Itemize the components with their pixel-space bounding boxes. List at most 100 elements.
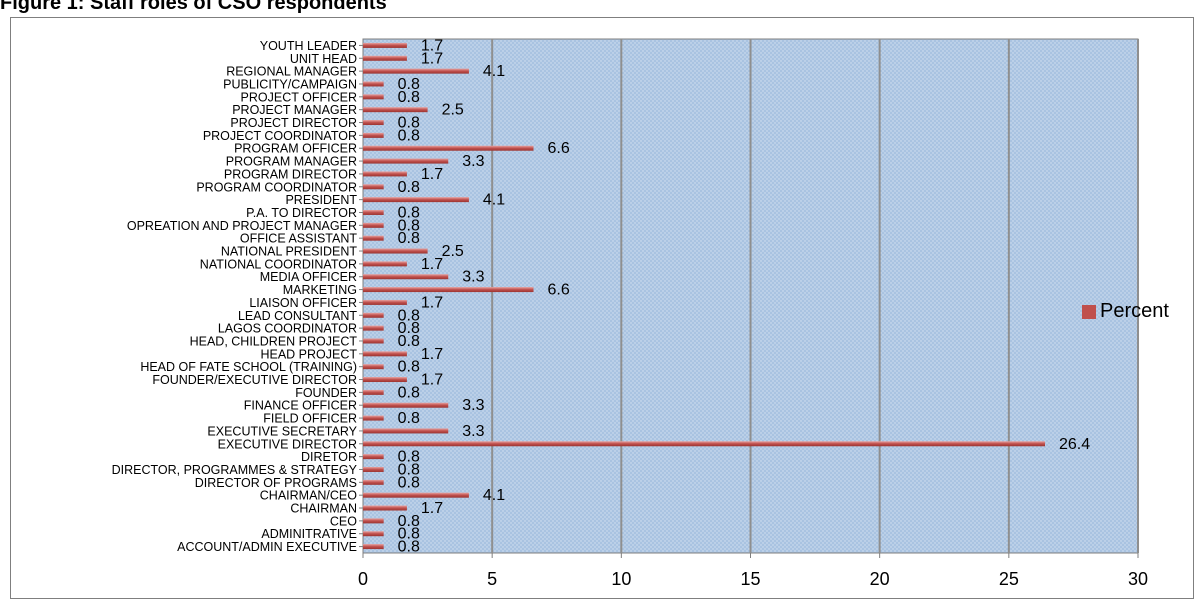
category-label: LIAISON OFFICER bbox=[249, 296, 357, 310]
x-tick-label: 30 bbox=[1128, 569, 1148, 589]
bar bbox=[363, 81, 384, 87]
category-label: UNIT HEAD bbox=[290, 52, 357, 66]
x-tick-label: 15 bbox=[740, 569, 760, 589]
value-label: 1.7 bbox=[421, 256, 443, 273]
bar bbox=[363, 235, 384, 241]
bar bbox=[363, 120, 384, 126]
value-label: 4.1 bbox=[483, 192, 505, 209]
value-label: 1.7 bbox=[421, 166, 443, 183]
value-label: 0.8 bbox=[398, 384, 420, 401]
value-label: 0.8 bbox=[398, 230, 420, 247]
bar bbox=[363, 222, 384, 228]
category-label: HEAD, CHILDREN PROJECT bbox=[190, 334, 358, 348]
x-tick-label: 0 bbox=[358, 569, 368, 589]
value-label: 0.8 bbox=[398, 333, 420, 350]
legend-label: Percent bbox=[1100, 300, 1169, 322]
category-label: P.A. TO DIRECTOR bbox=[246, 206, 357, 220]
x-tick-label: 25 bbox=[999, 569, 1019, 589]
category-label: HEAD OF FATE SCHOOL (TRAINING) bbox=[140, 360, 357, 374]
category-label: ADMINITRATIVE bbox=[261, 527, 357, 541]
value-label: 1.7 bbox=[421, 346, 443, 363]
bars bbox=[363, 42, 1045, 550]
category-label: PROGRAM MANAGER bbox=[226, 155, 357, 169]
bar bbox=[363, 441, 1045, 447]
legend-swatch bbox=[1082, 304, 1096, 319]
value-label: 3.3 bbox=[462, 423, 484, 440]
category-label: PROJECT MANAGER bbox=[232, 103, 357, 117]
value-label: 3.3 bbox=[462, 153, 484, 170]
value-label: 0.8 bbox=[398, 474, 420, 491]
bar bbox=[363, 107, 428, 113]
category-label: DIRECTOR OF PROGRAMS bbox=[195, 476, 357, 490]
category-label: REGIONAL MANAGER bbox=[226, 65, 357, 79]
value-label: 26.4 bbox=[1059, 436, 1090, 453]
bar bbox=[363, 492, 469, 498]
bar bbox=[363, 415, 384, 421]
category-label: PUBLICITY/CAMPAIGN bbox=[223, 77, 357, 91]
bar bbox=[363, 518, 384, 524]
chart-frame bbox=[10, 17, 1194, 599]
category-label: ACCOUNT/ADMIN EXECUTIVE bbox=[177, 540, 357, 554]
value-label: 0.8 bbox=[398, 204, 420, 221]
value-label: 1.7 bbox=[421, 294, 443, 311]
category-label: PROGRAM OFFICER bbox=[234, 142, 357, 156]
bar bbox=[363, 287, 534, 293]
category-label: FIELD OFFICER bbox=[263, 412, 357, 426]
value-label: 1.7 bbox=[421, 372, 443, 389]
value-label: 0.8 bbox=[398, 513, 420, 530]
bar bbox=[363, 197, 469, 203]
category-label: CHAIRMAN bbox=[290, 502, 357, 516]
x-tick-label: 10 bbox=[611, 569, 631, 589]
bar bbox=[363, 428, 449, 434]
legend: Percent bbox=[1082, 300, 1169, 323]
category-label: FINANCE OFFICER bbox=[244, 399, 357, 413]
value-label: 4.1 bbox=[483, 487, 505, 504]
value-label: 0.8 bbox=[398, 217, 420, 234]
bar bbox=[363, 505, 407, 511]
value-label: 3.3 bbox=[462, 397, 484, 414]
bar bbox=[363, 338, 384, 344]
bar bbox=[363, 351, 407, 357]
value-labels: 0.80.80.81.74.10.80.80.826.43.30.83.30.8… bbox=[398, 37, 1091, 555]
value-label: 1.7 bbox=[421, 37, 443, 54]
bar bbox=[363, 544, 384, 550]
bar bbox=[363, 454, 384, 460]
category-labels: ACCOUNT/ADMIN EXECUTIVEADMINITRATIVECEOC… bbox=[112, 39, 363, 554]
bar bbox=[363, 312, 384, 318]
category-label: OPREATION AND PROJECT MANAGER bbox=[127, 219, 357, 233]
value-label: 0.8 bbox=[398, 359, 420, 376]
value-label: 2.5 bbox=[442, 102, 464, 119]
bar bbox=[363, 274, 449, 280]
value-label: 3.3 bbox=[462, 269, 484, 286]
value-label: 6.6 bbox=[548, 282, 570, 299]
category-label: OFFICE ASSISTANT bbox=[240, 232, 358, 246]
bar bbox=[363, 325, 384, 331]
bar bbox=[363, 402, 449, 408]
category-label: CHAIRMAN/CEO bbox=[260, 489, 358, 503]
bar bbox=[363, 248, 428, 254]
value-label: 4.1 bbox=[483, 63, 505, 80]
x-axis-ticks: 0 5 10 15 20 25 30 bbox=[358, 553, 1148, 589]
category-label: EXECUTIVE DIRECTOR bbox=[218, 437, 357, 451]
bar bbox=[363, 389, 384, 395]
category-label: YOUTH LEADER bbox=[260, 39, 357, 53]
bar bbox=[363, 145, 534, 151]
bar bbox=[363, 158, 449, 164]
figure-title: Figure 1: Staff roles of CSO respondents bbox=[0, 0, 387, 14]
category-label: FOUNDER bbox=[295, 386, 357, 400]
value-label: 0.8 bbox=[398, 449, 420, 466]
bar bbox=[363, 209, 384, 215]
bar bbox=[363, 299, 407, 305]
category-label: LAGOS COORDINATOR bbox=[218, 322, 357, 336]
category-label: PROGRAM COORDINATOR bbox=[196, 180, 357, 194]
value-label: 0.8 bbox=[398, 115, 420, 132]
bar bbox=[363, 132, 384, 138]
category-label: LEAD CONSULTANT bbox=[238, 309, 357, 323]
value-label: 0.8 bbox=[398, 410, 420, 427]
category-label: DIRETOR bbox=[301, 450, 357, 464]
bar bbox=[363, 55, 407, 61]
bar bbox=[363, 377, 407, 383]
category-label: HEAD PROJECT bbox=[260, 347, 357, 361]
bar bbox=[363, 531, 384, 537]
bar bbox=[363, 466, 384, 472]
